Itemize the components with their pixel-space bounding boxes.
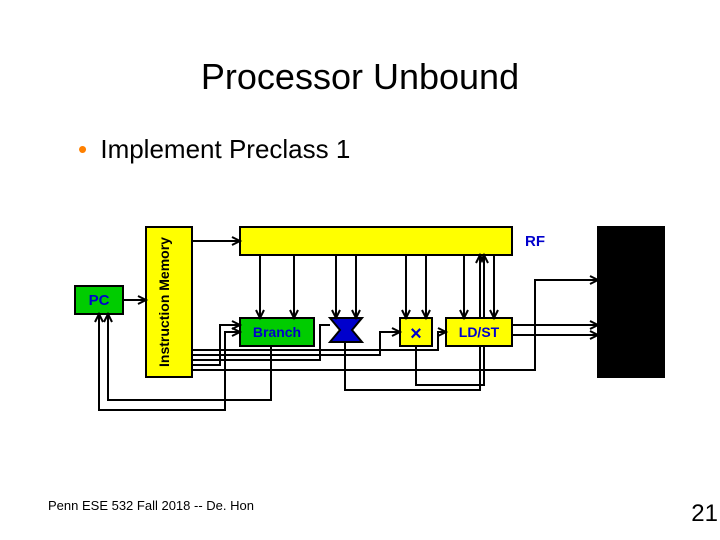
label-mem: Memory (604, 207, 658, 223)
block-mem (598, 227, 664, 377)
label-pc: PC (89, 292, 110, 309)
block-alu (330, 318, 362, 342)
label-imem: Instruction Memory (156, 237, 172, 367)
bullet-dot: • (78, 136, 87, 162)
slide-footer: Penn ESE 532 Fall 2018 -- De. Hon (48, 498, 254, 513)
processor-diagram: PC Instruction Memory RF Branch × LD/ST Memory (60, 200, 680, 450)
label-branch: Branch (253, 324, 301, 340)
label-mul: × (410, 323, 422, 345)
bullet-item: • Implement Preclass 1 (78, 132, 350, 165)
bullet-text: Implement Preclass 1 (100, 134, 350, 165)
label-rf: RF (525, 233, 545, 250)
label-ldst: LD/ST (459, 324, 500, 340)
slide-title: Processor Unbound (0, 56, 720, 98)
page-number: 21 (691, 500, 718, 528)
block-rf (240, 227, 512, 255)
